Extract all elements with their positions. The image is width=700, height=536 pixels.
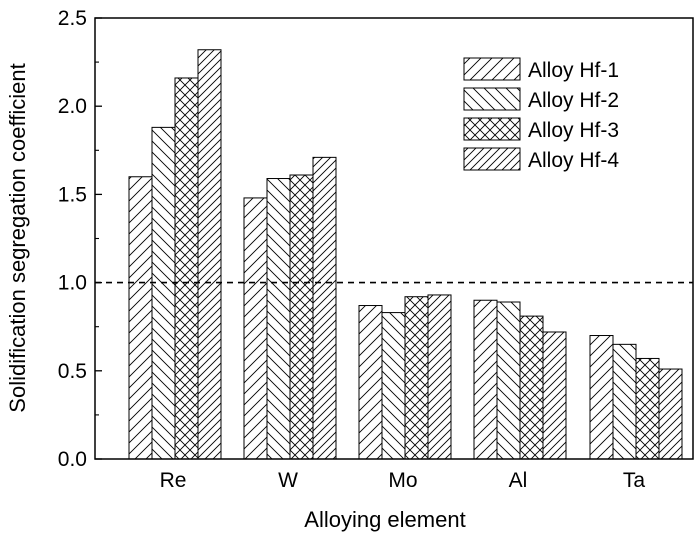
y-tick-label: 0.0 [58, 448, 87, 471]
legend-label-4: Alloy Hf-4 [528, 149, 619, 172]
bar-al-series-1 [473, 299, 498, 460]
bar-re-series-1 [128, 176, 153, 460]
y-tick-label: 1.0 [58, 272, 87, 295]
x-tick-label: Al [509, 469, 528, 492]
bar-re-series-3 [174, 77, 199, 460]
legend-swatch-3 [463, 117, 521, 141]
bar-ta-series-1 [589, 335, 614, 460]
x-axis-title: Alloying element [304, 507, 465, 532]
y-tick-label: 2.0 [58, 95, 87, 118]
legend-swatch-1 [463, 57, 521, 81]
x-tick-label: Re [160, 469, 187, 492]
y-tick-label: 1.5 [58, 183, 87, 206]
y-axis-title: Solidification segregation coefficient [5, 63, 30, 412]
bar-w-series-3 [289, 174, 314, 460]
x-tick-label: Mo [388, 469, 417, 492]
bar-w-series-4 [312, 156, 337, 460]
bar-re-series-4 [197, 49, 222, 460]
x-tick-label: W [278, 469, 298, 492]
bar-w-series-1 [243, 197, 268, 460]
legend: Alloy Hf-1 Alloy Hf-2 Alloy Hf-3 Alloy Hf-4 [463, 57, 619, 172]
bar-w-series-2 [266, 178, 291, 460]
ticks-layer: 0.0 0.5 1.0 1.5 2.0 2.5 Re W Mo Al Ta [58, 7, 646, 492]
bar-al-series-3 [519, 315, 544, 460]
legend-label-1: Alloy Hf-1 [528, 59, 619, 82]
y-tick-label: 2.5 [58, 7, 87, 30]
bar-mo-series-2 [381, 312, 406, 460]
bar-ta-series-2 [612, 343, 637, 460]
y-tick-label: 0.5 [58, 360, 87, 383]
x-tick-label: Ta [623, 469, 646, 492]
bar-mo-series-3 [404, 296, 429, 460]
bar-ta-series-4 [658, 368, 683, 460]
bars-layer [128, 49, 683, 460]
bar-ta-series-3 [635, 357, 660, 460]
bar-al-series-4 [542, 331, 567, 460]
bar-al-series-2 [496, 301, 521, 460]
legend-swatch-4 [463, 147, 521, 171]
legend-label-2: Alloy Hf-2 [528, 89, 619, 112]
bar-mo-series-4 [427, 294, 452, 460]
bar-mo-series-1 [358, 305, 383, 460]
legend-label-3: Alloy Hf-3 [528, 119, 619, 142]
bar-re-series-2 [151, 126, 176, 460]
legend-swatch-2 [463, 87, 521, 111]
